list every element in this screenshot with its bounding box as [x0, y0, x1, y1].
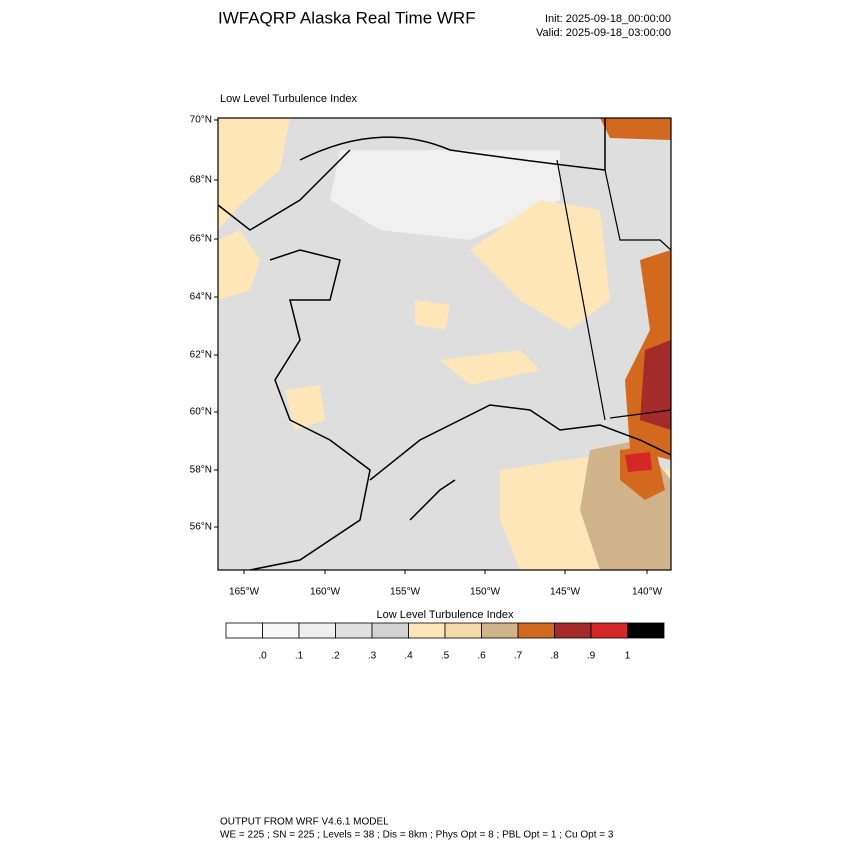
colorbar-box [517, 622, 555, 639]
colorbar-box [444, 622, 482, 639]
lon-label: 140°W [632, 587, 663, 598]
lat-label: 70°N [190, 115, 212, 126]
colorbar-box [335, 622, 373, 639]
lon-label: 160°W [310, 587, 341, 598]
lat-label: 56°N [190, 522, 212, 533]
colorbar-tick-label: .4 [404, 651, 413, 662]
map-frame [217, 117, 672, 571]
colorbar-tick-label: .0 [258, 651, 267, 662]
colorbar-tick-label: 1 [625, 651, 631, 662]
colorbar-box [225, 622, 263, 639]
colorbar-tick-label: .1 [295, 651, 304, 662]
lon-label: 165°W [229, 587, 260, 598]
colorbar-box [262, 622, 300, 639]
lat-label: 58°N [190, 465, 212, 476]
map-field [218, 118, 671, 570]
colorbar-box [554, 622, 592, 639]
colorbar-tick-label: .8 [550, 651, 559, 662]
lon-label: 155°W [390, 587, 421, 598]
lat-label: 64°N [190, 292, 212, 303]
colorbar-box [371, 622, 409, 639]
colorbar-tick-label: .3 [368, 651, 377, 662]
colorbar-box [627, 622, 665, 639]
footer-line: OUTPUT FROM WRF V4.6.1 MODEL [220, 817, 389, 828]
colorbar-tick-label: .7 [514, 651, 523, 662]
main-title: IWFAQRP Alaska Real Time WRF [218, 8, 476, 27]
colorbar-box [481, 622, 519, 639]
colorbar-title: Low Level Turbulence Index [377, 609, 514, 621]
lat-label: 68°N [190, 175, 212, 186]
colorbar-tick-label: .6 [477, 651, 486, 662]
lat-label: 62°N [190, 350, 212, 361]
colorbar-box [590, 622, 628, 639]
map-title: Low Level Turbulence Index [220, 93, 357, 105]
colorbar-tick-label: .5 [441, 651, 450, 662]
colorbar-box [408, 622, 446, 639]
lon-label: 150°W [470, 587, 501, 598]
lon-label: 145°W [550, 587, 581, 598]
colorbar-tick-label: .2 [331, 651, 340, 662]
valid-time: Valid: 2025-09-18_03:00:00 [536, 27, 671, 39]
lat-label: 60°N [190, 407, 212, 418]
footer-line: WE = 225 ; SN = 225 ; Levels = 38 ; Dis … [220, 830, 614, 841]
colorbar-tick-label: .9 [587, 651, 596, 662]
init-time: Init: 2025-09-18_00:00:00 [545, 13, 671, 25]
colorbar-box [298, 622, 336, 639]
lat-label: 66°N [190, 234, 212, 245]
